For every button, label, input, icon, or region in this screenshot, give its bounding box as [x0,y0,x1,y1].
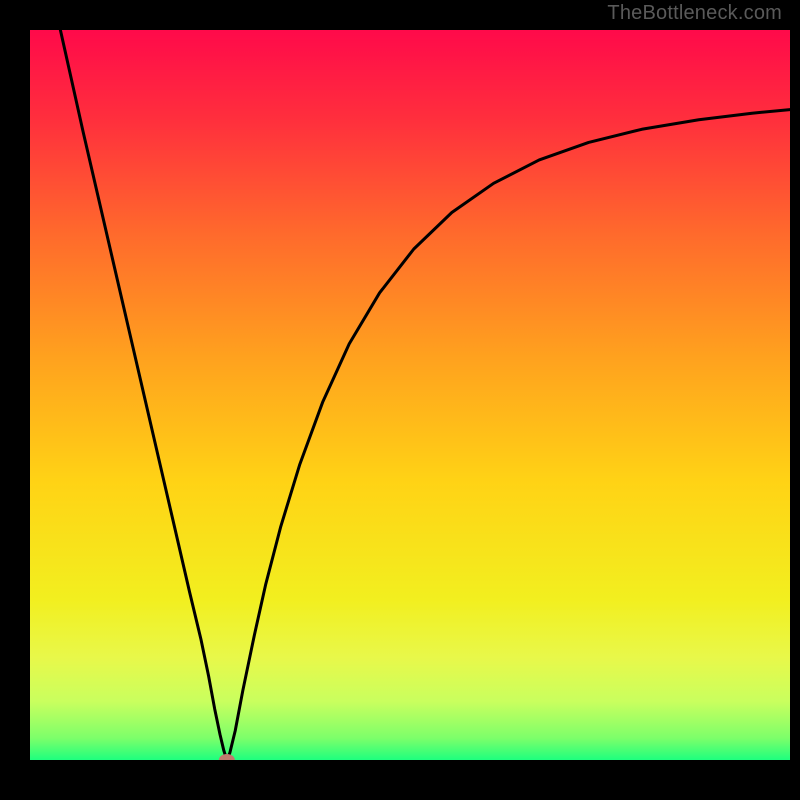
frame-border-right [790,0,800,800]
bottleneck-curve [60,30,790,760]
gradient-background [30,30,790,760]
frame-border-bottom [0,760,800,800]
chart-frame: TheBottleneck.com [0,0,800,800]
chart-svg [30,30,790,760]
frame-border-left [0,0,30,800]
plot-area [30,30,790,760]
watermark-text: TheBottleneck.com [607,2,782,25]
